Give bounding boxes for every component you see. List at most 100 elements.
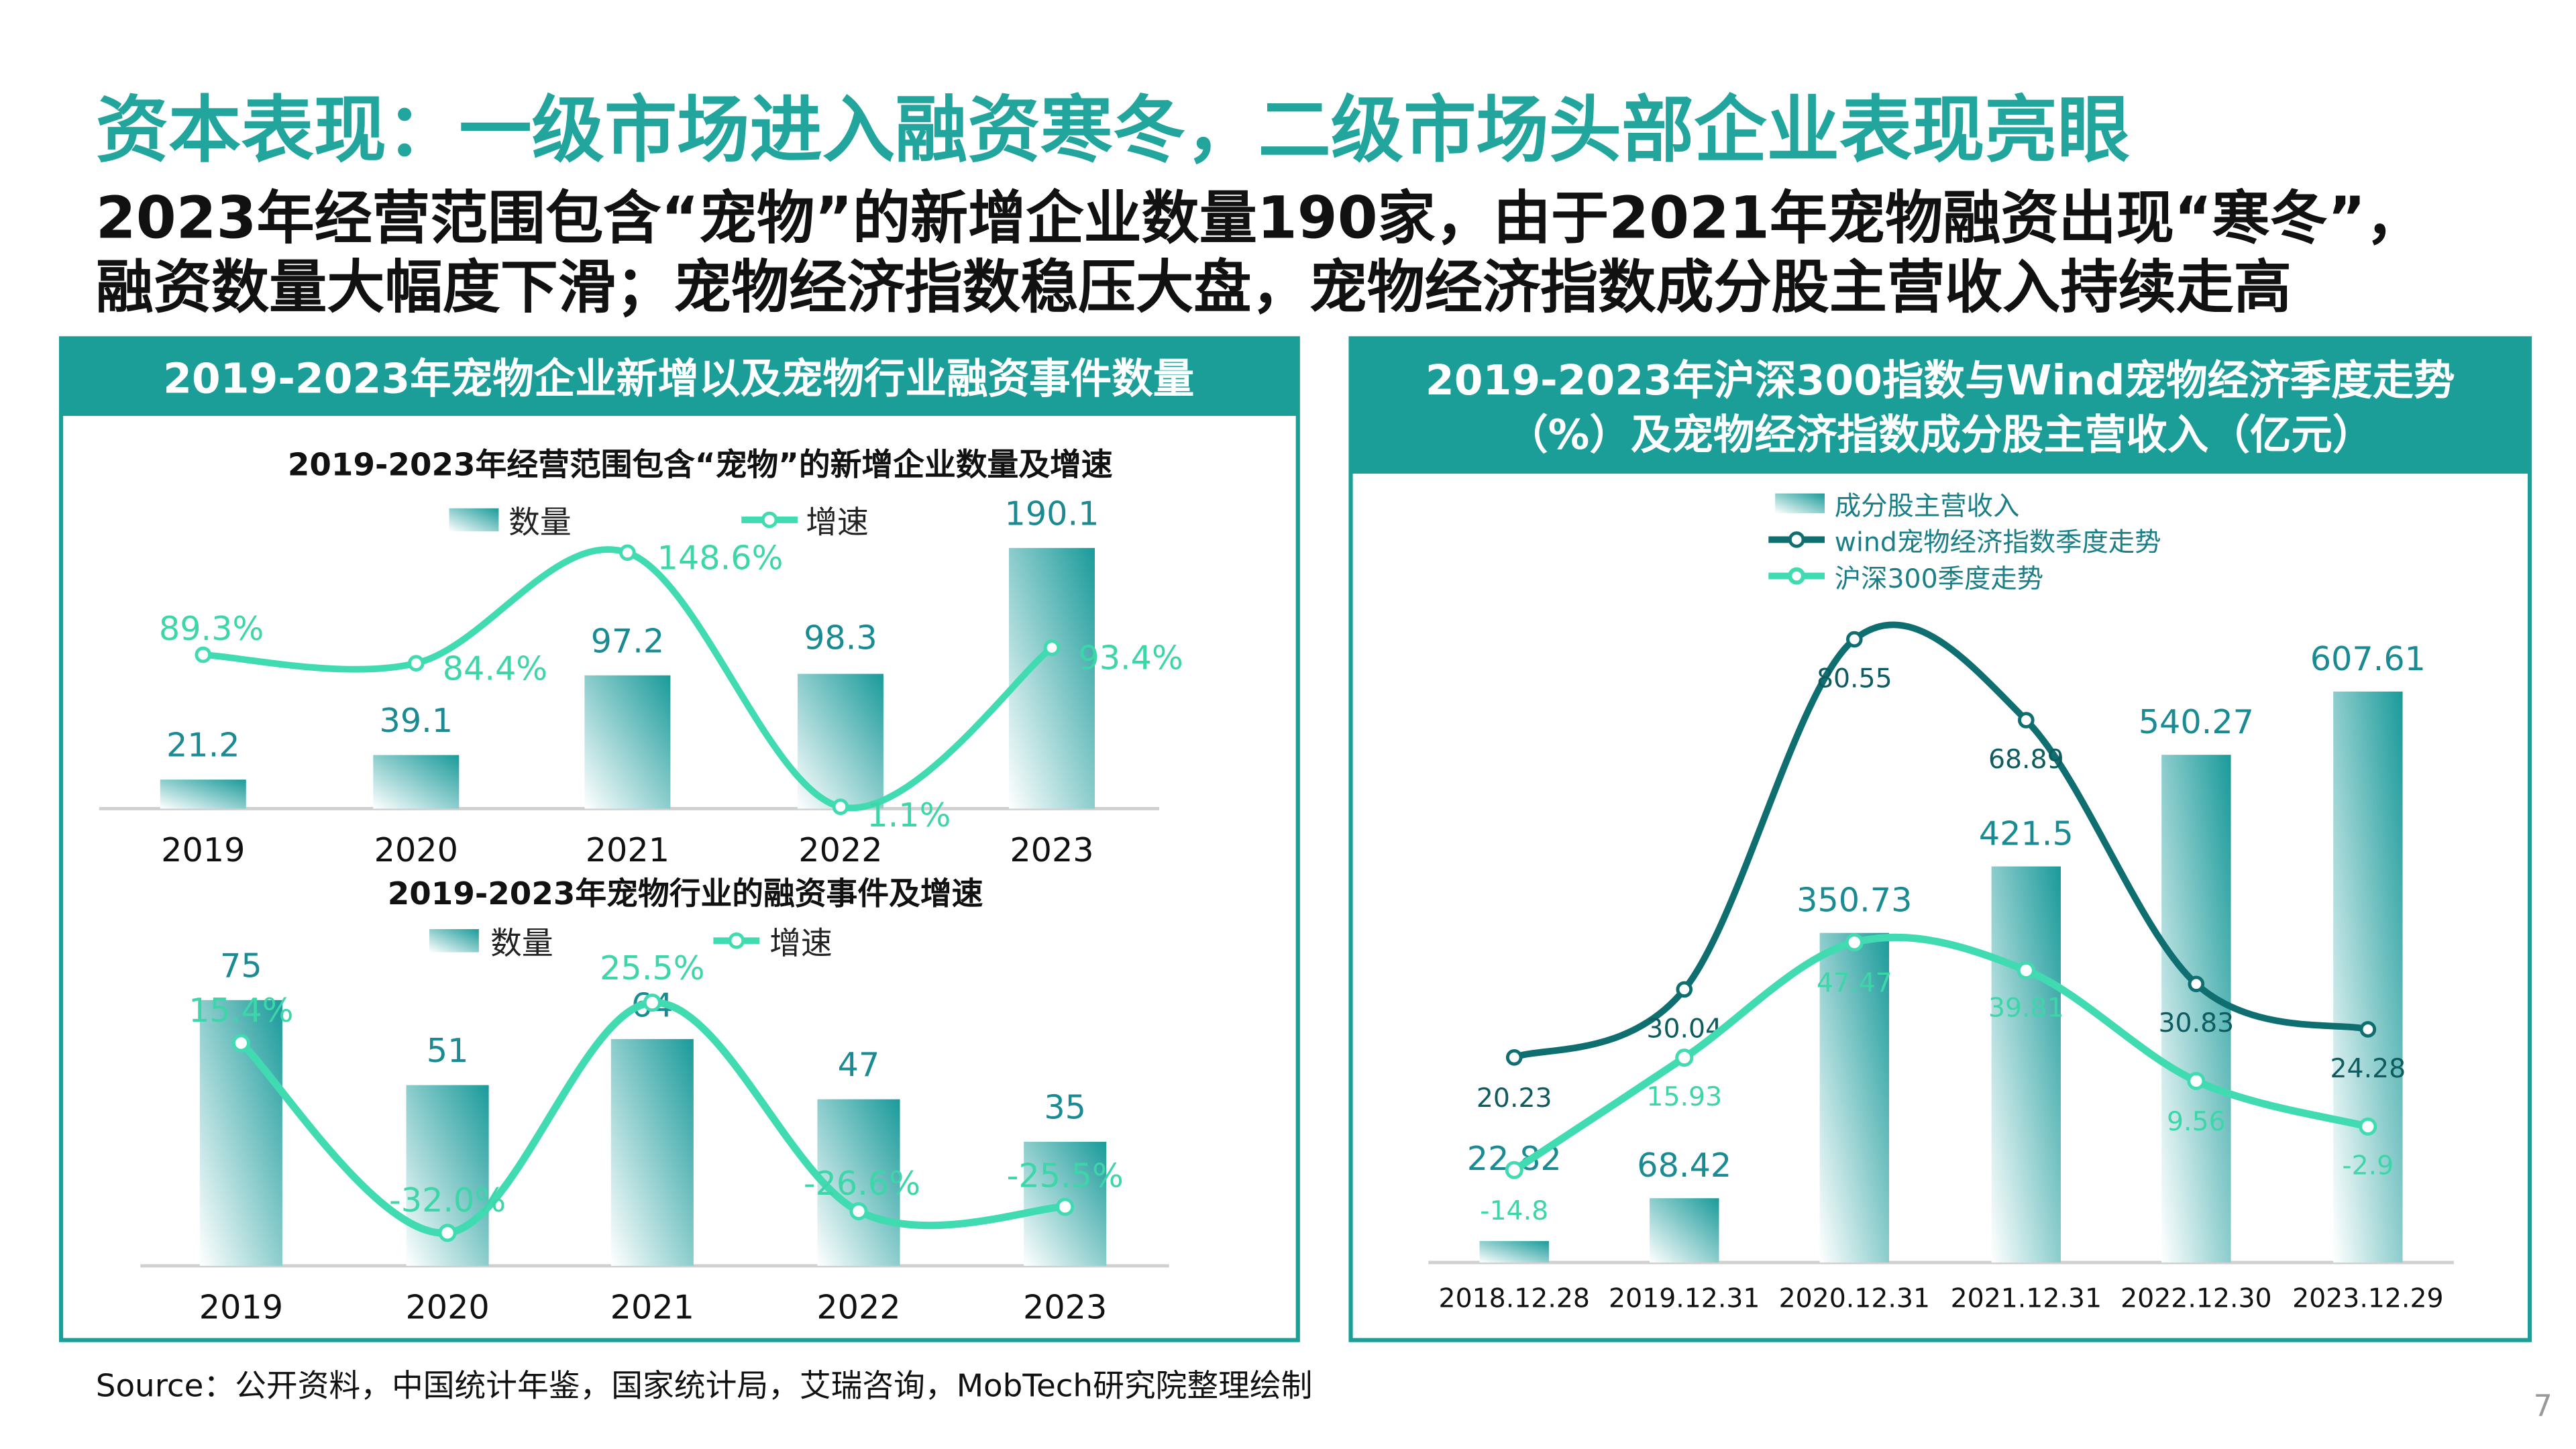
chart3-line-1-point	[1505, 1049, 1523, 1066]
page-number: 7	[2534, 1389, 2553, 1424]
chart3-bar-2021.12.31	[1991, 866, 2061, 1263]
chart2-line-1-point	[849, 1202, 868, 1221]
chart1-line-1-label: 1.1%	[867, 796, 951, 835]
chart3-line-2-point	[1505, 1161, 1523, 1179]
chart3-legend-csi-marker	[1788, 567, 1806, 585]
chart3-x-tick: 2021.12.31	[1951, 1283, 2102, 1313]
right-panel-header	[1350, 338, 2530, 474]
chart2-bar-label: 35	[1044, 1088, 1086, 1127]
chart3-line-2-label: -2.9	[2342, 1150, 2394, 1181]
chart3-line-1-point	[2359, 1021, 2377, 1038]
chart3-legend-wind: wind宠物经济指数季度走势	[1835, 527, 2161, 558]
right-panel-title-line-1: 2019-2023年沪深300指数与Wind宠物经济季度走势	[1426, 356, 2455, 405]
chart1-bar-label: 190.1	[1005, 494, 1099, 533]
page-title: 资本表现：一级市场进入融资寒冬，二级市场头部企业表现亮眼	[96, 88, 2130, 172]
chart2-line-1-label: -26.6%	[804, 1164, 920, 1203]
chart3-bar-2018.12.28	[1479, 1241, 1549, 1263]
chart2-x-tick: 2021	[610, 1288, 694, 1327]
chart1-line-1-label: 89.3%	[159, 609, 264, 648]
chart1-legend-bar-swatch	[449, 508, 499, 532]
chart1-line-1-label: 148.6%	[657, 538, 784, 577]
chart2-title: 2019-2023年宠物行业的融资事件及增速	[388, 876, 983, 912]
chart2-line-1-point	[1056, 1197, 1075, 1216]
chart1-legend-line: 增速	[806, 505, 869, 541]
subtitle-line-1: 2023年经营范围包含“宠物”的新增企业数量190家，由于2021年宠物融资出现…	[96, 184, 2424, 252]
chart3-x-tick: 2023.12.29	[2292, 1283, 2443, 1313]
left-panel-header	[61, 338, 1298, 416]
chart1-bar-label: 98.3	[804, 619, 877, 657]
chart3-legend-bar-swatch	[1775, 493, 1825, 514]
chart2-line-1-point	[643, 994, 661, 1012]
chart2-legend-bar: 数量	[490, 926, 553, 962]
chart1-line-1-point	[195, 646, 212, 663]
chart3-legend-csi: 沪深300季度走势	[1835, 564, 2043, 594]
chart3-line-1-point	[1676, 981, 1693, 998]
chart1-x-tick: 2020	[374, 830, 458, 869]
chart3-x-tick: 2022.12.30	[2121, 1283, 2271, 1313]
chart1-bar-2020	[373, 755, 460, 809]
chart2-x-tick: 2023	[1023, 1288, 1107, 1327]
chart1-line-1-label: 84.4%	[443, 649, 547, 688]
source-note: Source：公开资料，中国统计年鉴，国家统计局，艾瑞咨询，MobTech研究院…	[96, 1368, 1313, 1404]
chart3-line-2-point	[2359, 1117, 2377, 1136]
chart1-line-1-point	[832, 798, 849, 815]
chart3-line-2-label: 39.81	[1988, 992, 2064, 1023]
chart2-x-tick: 2020	[405, 1288, 489, 1327]
chart3-bar-label: 350.73	[1796, 881, 1912, 920]
chart2-bar-label: 75	[220, 946, 262, 985]
chart1-bar-label: 97.2	[591, 621, 665, 660]
chart3-line-1-point	[2188, 975, 2205, 993]
chart2-line-1-label: -32.0%	[389, 1181, 506, 1220]
chart3-line-2-point	[2187, 1071, 2206, 1090]
chart1-line-1	[199, 546, 1055, 812]
chart2-legend-bar-swatch	[429, 929, 479, 953]
chart2-legend-line: 增速	[769, 926, 833, 962]
chart3-x-tick: 2020.12.31	[1779, 1283, 1930, 1313]
chart1-title: 2019-2023年经营范围包含“宠物”的新增企业数量及增速	[288, 447, 1113, 484]
chart2-x-tick: 2022	[816, 1288, 900, 1327]
chart3-bar-2023.12.29	[2333, 691, 2403, 1263]
chart1-x-tick: 2021	[586, 830, 669, 869]
chart2-bar-2022	[817, 1099, 900, 1266]
chart2-line-1-label: 25.5%	[600, 949, 704, 987]
chart3-bar-2019.12.31	[1650, 1198, 1719, 1263]
chart3-line-1-point	[2018, 712, 2035, 729]
chart1-x-tick: 2023	[1010, 830, 1093, 869]
chart3-bar-2020.12.31	[1819, 932, 1889, 1263]
chart3-x-tick: 2019.12.31	[1609, 1283, 1760, 1313]
chart3-line-2-label: 15.93	[1646, 1081, 1722, 1112]
left-panel-title: 2019-2023年宠物企业新增以及宠物行业融资事件数量	[163, 355, 1194, 403]
chart1-bar-2019	[160, 780, 246, 809]
chart1-bar-label: 21.2	[166, 726, 240, 765]
chart3-x-tick: 2018.12.28	[1439, 1283, 1590, 1313]
chart1-x-tick: 2019	[161, 830, 245, 869]
chart3-legend-wind-marker	[1788, 531, 1805, 548]
chart3-legend-bar: 成分股主营收入	[1835, 491, 2020, 522]
chart3-line-2-point	[1675, 1049, 1694, 1067]
chart1-line-1-point	[408, 655, 425, 672]
chart1-line-1-point	[1043, 639, 1061, 656]
chart3-line-1-label: 24.28	[2330, 1053, 2406, 1084]
chart2-bar-label: 47	[838, 1045, 880, 1084]
chart1-line-1-label: 93.4%	[1078, 639, 1183, 678]
chart3-bar-label: 540.27	[2139, 702, 2254, 741]
chart3-bar-label: 607.61	[2310, 639, 2426, 678]
chart3-bar-label: 68.42	[1637, 1146, 1731, 1185]
chart3-line-1-label: 20.23	[1477, 1083, 1552, 1114]
chart3-line-2-point	[1845, 933, 1864, 952]
charts: 2019 2020 2021 2022 2023 21.2 39.1 97.2 98.3 190.…	[99, 494, 2454, 1327]
chart2-bar-2021	[610, 1038, 694, 1266]
chart3-line-2-point	[2017, 961, 2035, 980]
chart1-legend-bar: 数量	[508, 505, 572, 541]
chart2-bar-label: 51	[427, 1031, 469, 1070]
chart1-bar-2021	[584, 675, 671, 809]
chart2-x-tick: 2019	[199, 1288, 283, 1327]
chart3-line-2-label: 47.47	[1817, 968, 1892, 999]
chart1-legend-marker	[761, 511, 778, 529]
chart3-line-2	[1510, 933, 2372, 1174]
chart3-bar-label: 421.5	[1979, 814, 2074, 853]
chart1-x-tick: 2022	[798, 830, 882, 869]
chart3-line-1-label: 30.83	[2158, 1008, 2234, 1038]
chart1-bar-label: 39.1	[380, 701, 453, 740]
